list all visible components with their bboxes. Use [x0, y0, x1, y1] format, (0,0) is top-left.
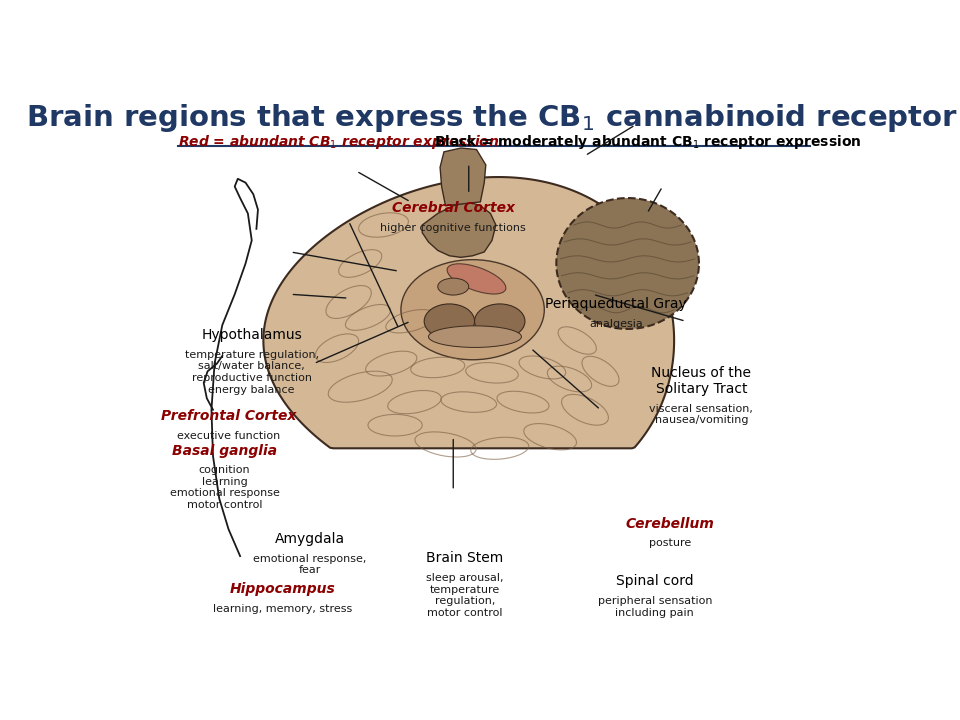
Text: Cerebellum: Cerebellum	[626, 517, 714, 531]
Text: Brain Stem: Brain Stem	[426, 552, 503, 565]
Text: Amygdala: Amygdala	[275, 532, 345, 546]
Text: sleep arousal,
temperature
regulation,
motor control: sleep arousal, temperature regulation, m…	[426, 573, 504, 618]
Text: Hypothalamus: Hypothalamus	[202, 328, 302, 342]
Ellipse shape	[424, 304, 474, 338]
Text: higher cognitive functions: higher cognitive functions	[380, 222, 526, 233]
Ellipse shape	[438, 278, 468, 295]
Text: temperature regulation,
salt/water balance,
reproductive function
energy balance: temperature regulation, salt/water balan…	[184, 350, 319, 395]
Text: Hippocampus: Hippocampus	[229, 582, 336, 596]
Polygon shape	[557, 198, 699, 329]
Text: visceral sensation,
nausea/vomiting: visceral sensation, nausea/vomiting	[649, 404, 754, 426]
Text: Basal ganglia: Basal ganglia	[172, 444, 277, 457]
Text: Spinal cord: Spinal cord	[616, 575, 693, 588]
Ellipse shape	[428, 326, 521, 348]
Polygon shape	[263, 177, 674, 449]
Ellipse shape	[401, 260, 544, 360]
Text: executive function: executive function	[177, 431, 280, 441]
Text: learning, memory, stress: learning, memory, stress	[213, 604, 352, 614]
Text: cognition
learning
emotional response
motor control: cognition learning emotional response mo…	[170, 465, 279, 510]
Text: peripheral sensation
including pain: peripheral sensation including pain	[597, 596, 712, 618]
Text: Red = abundant CB$_1$ receptor expression: Red = abundant CB$_1$ receptor expressio…	[179, 132, 499, 150]
Text: Black = moderately abundant CB$_1$ receptor expression: Black = moderately abundant CB$_1$ recep…	[434, 132, 861, 150]
Text: Prefrontal Cortex: Prefrontal Cortex	[161, 409, 297, 423]
Polygon shape	[422, 202, 496, 257]
Text: Brain regions that express the CB$_1$ cannabinoid receptor: Brain regions that express the CB$_1$ ca…	[26, 102, 958, 134]
Text: Periaqueductal Gray: Periaqueductal Gray	[545, 297, 686, 311]
Text: Cerebral Cortex: Cerebral Cortex	[392, 201, 515, 215]
Ellipse shape	[474, 304, 525, 338]
Text: Nucleus of the
Solitary Tract: Nucleus of the Solitary Tract	[651, 366, 752, 396]
Text: analgesia: analgesia	[589, 319, 643, 329]
Text: posture: posture	[649, 539, 691, 549]
Text: emotional response,
fear: emotional response, fear	[253, 554, 367, 575]
Ellipse shape	[447, 264, 506, 294]
Polygon shape	[440, 148, 486, 206]
